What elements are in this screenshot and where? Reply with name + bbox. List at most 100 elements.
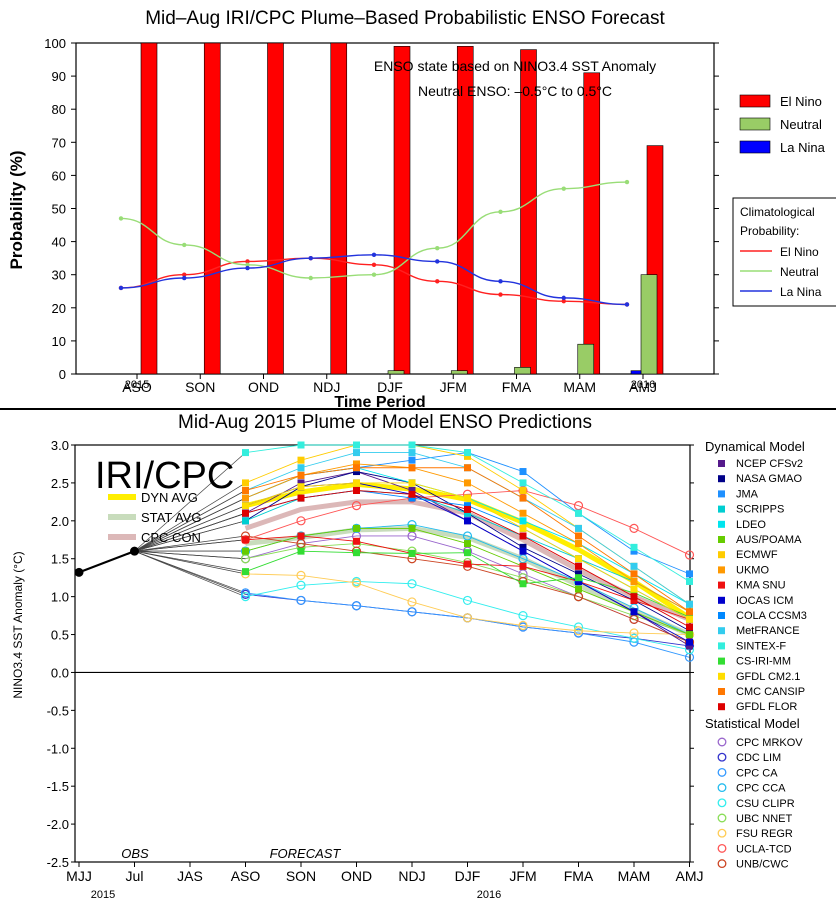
dyn-gfdl-flor-point-ond xyxy=(353,486,360,494)
dyn-ukmo-point-mam xyxy=(630,577,638,585)
dyn-sintex-f-point-aso xyxy=(242,449,249,457)
y-tick-label-90: 90 xyxy=(52,69,66,84)
avg-legend-label-dyn-avg: DYN AVG xyxy=(141,490,198,505)
x-tick-label-ndj: NDJ xyxy=(313,379,340,395)
dyn-sintex-f-point-amj xyxy=(686,577,693,585)
dyn-sintex-f-point-son xyxy=(297,441,305,449)
dyn-cs-iri-mm-point-djf xyxy=(464,549,471,557)
x-tick-label-djf: DJF xyxy=(377,379,403,395)
dyn-gfdl-cm2-1-point-amj xyxy=(686,615,693,623)
climatology-legend-title: Climatological xyxy=(740,205,815,219)
connector-scripps xyxy=(134,520,246,552)
b-x-tick-label-mam: MAM xyxy=(618,868,651,884)
climatology-point-el-nino-son xyxy=(182,272,187,277)
bar-el-nino-djf xyxy=(393,46,411,375)
climatology-point-neutral-mam xyxy=(561,186,566,191)
annotation-neutral-range: Neutral ENSO: –0.5°C to 0.5°C xyxy=(418,83,612,99)
dyn-cs-iri-mm-point-ndj xyxy=(408,549,416,557)
stat-fsu-regr-point-son xyxy=(296,570,306,581)
dyn-gfdl-cm2-1-point-son xyxy=(297,483,305,491)
dyn-kma-snu-point-jfm xyxy=(519,562,527,570)
dyn-aus-poama-point-fma xyxy=(575,585,582,593)
x-tick-label-mam: MAM xyxy=(563,379,596,395)
climatology-point-la-nina-djf xyxy=(371,252,377,258)
y-tick-label-70: 70 xyxy=(52,135,66,150)
legend-marker-gfdl-cm2-1 xyxy=(718,672,725,680)
x-tick-label-fma: FMA xyxy=(502,379,532,395)
legend-marker-metfrance xyxy=(718,627,725,635)
bar-el-nino-mam xyxy=(583,72,601,375)
b-x-tick-label-amj: AMJ xyxy=(676,868,704,884)
b-y-tick-label-1-0: -1.0 xyxy=(47,741,69,756)
legend-marker-nasa-gmao xyxy=(718,475,725,483)
legend-marker-sintex-f xyxy=(718,642,725,650)
stat-ubc-nnet-point-aso xyxy=(240,554,251,564)
legend-marker-unb-cwc xyxy=(717,859,727,869)
bar-el-nino-ndj xyxy=(330,42,348,375)
climatology-point-neutral-jfm xyxy=(435,246,440,251)
b-y-tick-label-0-0: 0.0 xyxy=(51,665,69,680)
clim-legend-label-neutral: Neutral xyxy=(780,265,819,279)
chart-divider xyxy=(0,408,836,410)
legend-marker-ukmo xyxy=(718,566,725,574)
dyn-iocas-icm-point-djf xyxy=(464,517,471,525)
legend-marker-jma xyxy=(718,490,725,498)
dyn-cmc-cansip-point-amj xyxy=(686,608,693,616)
legend-label-cmc-cansip: CMC CANSIP xyxy=(736,686,805,698)
stat-fsu-regr-point-ndj xyxy=(407,597,417,607)
dyn-gfdl-flor-point-aso xyxy=(242,509,249,517)
dyn-sintex-f-point-fma xyxy=(575,509,582,517)
legend-marker-cpc-ca xyxy=(717,767,727,777)
legend-marker-ucla-tcd xyxy=(717,843,727,853)
b-x-tick-label-ndj: NDJ xyxy=(398,868,425,884)
dyn-gfdl-flor-point-ndj xyxy=(408,490,416,498)
dyn-cmc-cansip-point-mam xyxy=(630,570,638,578)
legend-marker-cs-iri-mm xyxy=(718,657,725,665)
climatology-point-la-nina-son xyxy=(182,275,187,281)
b-x-tick-label-fma: FMA xyxy=(564,868,594,884)
clim-legend-label-la-nina: La Nina xyxy=(780,285,822,299)
top-year-2016: 2016 xyxy=(631,379,655,391)
legend-marker-cdc-lim xyxy=(717,752,727,762)
stat-csu-clipr-point-djf xyxy=(462,595,473,606)
stat-fsu-regr-point-mam xyxy=(629,628,639,638)
b-x-tick-label-jas: JAS xyxy=(177,868,203,884)
legend-label-gfdl-flor: GFDL FLOR xyxy=(736,701,797,713)
b-x-tick-label-aso: ASO xyxy=(231,868,261,884)
y-tick-label-60: 60 xyxy=(52,168,66,183)
bar-neutral-jfm xyxy=(450,370,468,375)
dyn-sintex-f-point-ond xyxy=(353,441,360,449)
stat-cpc-cca-point-djf xyxy=(462,531,473,541)
connector-cs-iri-mm xyxy=(134,550,246,572)
dyn-sintex-f-point-jfm xyxy=(519,479,527,487)
x-tick-label-ond: OND xyxy=(248,379,279,395)
legend-label-csu-clipr: CSU CLIPR xyxy=(736,798,795,810)
top-legend: El Nino Neutral La Nina xyxy=(739,94,826,155)
dyn-metfrance-point-fma xyxy=(575,524,582,532)
observed-line xyxy=(78,550,135,574)
dyn-kma-snu-point-ond xyxy=(353,537,360,545)
connector-sintex-f xyxy=(134,452,246,552)
b-x-tick-label-jul: Jul xyxy=(126,868,144,884)
dyn-gfdl-cm2-1-point-ond xyxy=(353,479,360,487)
stat-fsu-regr-line xyxy=(245,573,690,635)
stat-csu-clipr-line xyxy=(245,581,690,651)
dyn-gfdl-cm2-1-point-aso xyxy=(242,502,249,510)
b-y-tick-label-2-5: -2.5 xyxy=(47,855,69,870)
stat-cpc-cca-point-jfm xyxy=(518,554,528,564)
legend-marker-cola-ccsm3 xyxy=(718,612,725,619)
b-x-tick-label-ond: OND xyxy=(341,868,372,884)
climatology-legend-subtitle: Probability: xyxy=(740,224,799,238)
climatology-legend: Climatological Probability: El Nino Neut… xyxy=(732,197,836,307)
legend-label-sintex-f: SINTEX-F xyxy=(736,640,786,652)
x-tick-label-amj: AMJ xyxy=(629,379,657,395)
climatology-point-el-nino-mam xyxy=(561,298,566,304)
climatology-point-la-nina-jfm xyxy=(435,259,440,264)
bottom-year-2015: 2015 xyxy=(91,889,115,900)
legend-marker-scripps xyxy=(718,505,725,513)
bar-la-nina-amj xyxy=(630,370,642,375)
dyn-gfdl-cm2-1-point-djf xyxy=(464,494,471,502)
legend-marker-ubc-nnet xyxy=(717,813,727,823)
top-y-axis-label: Probability (%) xyxy=(7,150,26,269)
bottom-chart-title: Mid-Aug 2015 Plume of Model ENSO Predict… xyxy=(178,412,592,433)
